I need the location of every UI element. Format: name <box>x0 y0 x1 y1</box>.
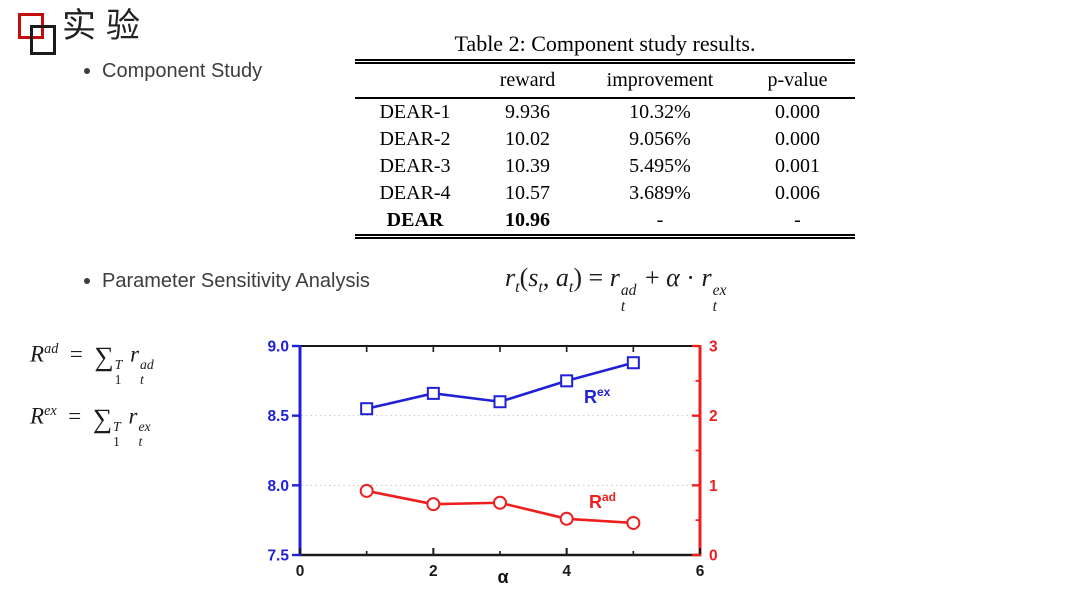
series-label-rad: Rad <box>589 490 617 512</box>
sensitivity-chart: 7.5 8.0 8.5 9.0 0 1 2 3 0 2 4 6 α <box>240 330 752 608</box>
bullet-component-study: Component Study <box>84 60 262 83</box>
right-axis-tick-label: 3 <box>709 339 718 356</box>
cell-reward: 10.02 <box>505 128 550 150</box>
sum-icon: ∑ <box>92 403 113 434</box>
marker-square-Rex <box>493 395 507 409</box>
left-axis-tick-label: 7.5 <box>267 548 289 565</box>
slide-bullet-icon <box>0 0 60 60</box>
table-row: DEAR-1 9.936 10.32% 0.000 <box>355 98 855 126</box>
marker-square-Rex <box>360 402 374 416</box>
marker-square-Rex <box>426 386 440 400</box>
x-axis-tick-label: 2 <box>429 563 438 580</box>
formula-r-ad-sum: Rad = ∑ T 1 r ad t <box>30 341 154 387</box>
right-axis-tick-label: 1 <box>709 478 718 495</box>
black-square-icon <box>30 25 56 55</box>
left-axis-tick-label: 8.5 <box>267 408 289 425</box>
header-model <box>355 61 475 99</box>
marker-circle-Rad <box>626 515 641 530</box>
cell-reward: 9.936 <box>505 101 550 123</box>
bullet-dot-icon <box>84 278 90 284</box>
marker-circle-Rad <box>493 495 507 510</box>
cell-improvement: 5.495% <box>629 155 691 177</box>
right-axis-tick-label: 0 <box>709 548 718 565</box>
component-study-table: reward improvement p-value DEAR-1 9.936 … <box>355 59 855 239</box>
marker-square-Rex <box>560 374 574 388</box>
cell-model: DEAR-2 <box>379 128 451 150</box>
cell-reward: 10.39 <box>505 155 550 177</box>
x-axis-tick-label: 4 <box>562 563 571 580</box>
bullet-label: Component Study <box>102 60 263 82</box>
table-row: DEAR-4 10.57 3.689% 0.006 <box>355 180 855 207</box>
cell-model: DEAR-1 <box>379 101 451 123</box>
chart-canvas: 7.5 8.0 8.5 9.0 0 1 2 3 0 2 4 6 α <box>267 339 718 588</box>
header-improvement: improvement <box>580 61 740 99</box>
sum-icon: ∑ <box>94 341 114 372</box>
cell-reward: 10.57 <box>505 182 550 204</box>
marker-square-Rex <box>626 356 640 370</box>
left-axis-tick-label: 8.0 <box>267 478 289 495</box>
cell-pvalue: 0.006 <box>775 182 820 204</box>
header-pvalue: p-value <box>740 61 855 99</box>
x-axis-tick-label: 6 <box>696 563 705 580</box>
cell-pvalue: - <box>794 209 801 231</box>
table-row-dear: DEAR 10.96 - - <box>355 207 855 237</box>
cell-model: DEAR <box>386 209 444 231</box>
cell-model: DEAR-3 <box>379 155 451 177</box>
cell-model: DEAR-4 <box>379 182 451 204</box>
results-table: Table 2: Component study results. reward… <box>355 30 855 239</box>
cell-pvalue: 0.001 <box>775 155 820 177</box>
table-caption: Table 2: Component study results. <box>454 31 756 56</box>
cell-reward: 10.96 <box>505 209 550 231</box>
cell-improvement: 3.689% <box>629 182 691 204</box>
left-axis-tick-label: 9.0 <box>267 339 289 356</box>
bullet-dot-icon <box>84 68 90 74</box>
table-header-row: reward improvement p-value <box>355 61 855 99</box>
cell-improvement: - <box>656 209 664 231</box>
bullet-parameter-sensitivity: Parameter Sensitivity Analysis <box>84 270 370 293</box>
formula-reward-mixing: rt(st, at) = r ad t + α · r ex t <box>505 263 727 315</box>
header-reward: reward <box>475 61 580 99</box>
table-row: DEAR-2 10.02 9.056% 0.000 <box>355 126 855 153</box>
x-axis-tick-label: 0 <box>296 563 305 580</box>
cell-improvement: 10.32% <box>629 101 691 123</box>
marker-circle-Rad <box>359 483 374 498</box>
formula-r-ex-sum: Rex = ∑ T 1 r ex t <box>30 403 151 449</box>
right-axis-tick-label: 2 <box>709 408 718 425</box>
marker-circle-Rad <box>426 497 441 512</box>
cell-pvalue: 0.000 <box>775 101 820 123</box>
x-axis-label: α <box>497 567 508 587</box>
cell-improvement: 9.056% <box>629 128 691 150</box>
table-row: DEAR-3 10.39 5.495% 0.001 <box>355 153 855 180</box>
page-title: 实验 <box>62 7 150 45</box>
series-label-rex: Rex <box>584 385 611 407</box>
bullet-label: Parameter Sensitivity Analysis <box>102 270 370 292</box>
cell-pvalue: 0.000 <box>775 128 820 150</box>
marker-circle-Rad <box>559 511 574 526</box>
